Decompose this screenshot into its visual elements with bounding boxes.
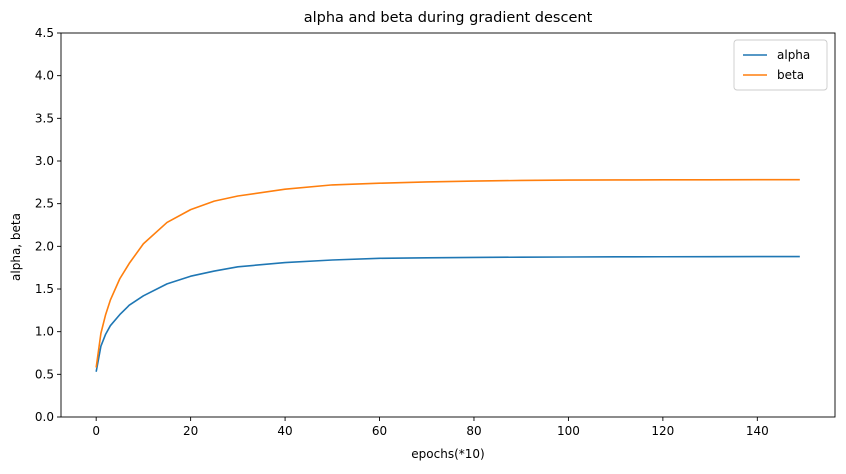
y-axis-label: alpha, beta [9,213,23,281]
y-tick-label: 0.0 [35,410,54,424]
x-tick-label: 100 [557,424,580,438]
x-tick-label: 120 [651,424,674,438]
y-tick-label: 4.5 [35,26,54,40]
x-tick-label: 40 [277,424,292,438]
series-line-beta [95,178,800,368]
y-tick-label: 2.0 [35,239,54,253]
y-tick-label: 0.5 [35,367,54,381]
legend-box [733,39,828,91]
axes: 0 20 40 60 80 100 120 140 0.0 0.5 1.0 1.5 2.0 2.5 3.0 3… [35,26,836,438]
legend: alpha beta [733,39,828,91]
x-tick-label: 80 [466,424,481,438]
y-tick-label: 1.5 [35,282,54,296]
y-tick-label: 4.0 [35,69,54,83]
x-tick-label: 20 [183,424,198,438]
y-tick-label: 3.0 [35,154,54,168]
y-tick-label: 2.5 [35,197,54,211]
chart-title: alpha and beta during gradient descent [304,10,593,26]
legend-label-alpha: alpha [777,48,810,62]
axes-frame [60,32,836,418]
x-axis-label: epochs(*10) [411,447,484,461]
x-tick-label: 60 [372,424,387,438]
series-line-alpha [95,255,800,372]
x-tick-label: 0 [92,424,100,438]
y-tick-label: 1.0 [35,325,54,339]
plot-area [95,178,800,372]
x-tick-label: 140 [746,424,769,438]
legend-label-beta: beta [777,68,804,82]
y-tick-label: 3.5 [35,111,54,125]
